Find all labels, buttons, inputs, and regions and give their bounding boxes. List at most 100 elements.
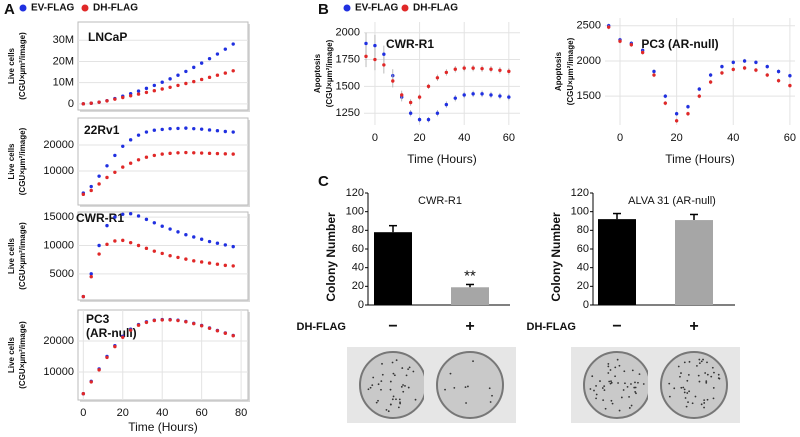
y-tick-label: 100 bbox=[571, 206, 589, 218]
data-point bbox=[136, 133, 141, 137]
data-point bbox=[144, 246, 149, 251]
colony-dot bbox=[713, 371, 715, 374]
data-point bbox=[136, 323, 141, 327]
colony-dot bbox=[705, 380, 708, 383]
bar bbox=[451, 287, 489, 305]
data-point bbox=[207, 128, 212, 132]
colony-dot bbox=[698, 362, 701, 364]
data-point bbox=[417, 95, 422, 99]
category-label: − bbox=[612, 318, 621, 335]
dish bbox=[583, 351, 651, 419]
data-point bbox=[417, 117, 422, 122]
colony-dot bbox=[614, 375, 616, 378]
colony-dot bbox=[680, 386, 683, 389]
category-label: + bbox=[465, 318, 474, 335]
colony-dot bbox=[697, 374, 700, 377]
y-tick-label: 10000 bbox=[43, 165, 74, 177]
chart-title: 22Rv1 bbox=[84, 123, 120, 137]
colony-dot bbox=[369, 386, 372, 389]
y-tick-label: 5000 bbox=[50, 268, 74, 280]
data-point bbox=[81, 392, 86, 396]
data-point bbox=[471, 66, 475, 70]
data-point bbox=[168, 151, 172, 156]
data-point bbox=[489, 67, 493, 71]
y-tick-label: 1500 bbox=[577, 90, 601, 102]
chart-title: CWR-R1 bbox=[418, 195, 462, 207]
x-tick-label: 0 bbox=[372, 132, 378, 144]
colony-dot bbox=[620, 396, 623, 399]
plot-frame bbox=[77, 117, 249, 206]
data-point bbox=[373, 57, 377, 62]
y-axis-label: Colony Number bbox=[549, 212, 563, 302]
data-point bbox=[382, 52, 386, 56]
colony-dot bbox=[389, 388, 392, 391]
data-point bbox=[144, 90, 149, 95]
chart-title: CWR-R1 bbox=[76, 211, 124, 225]
data-point bbox=[136, 214, 141, 218]
data-point bbox=[462, 93, 466, 97]
colony-dot bbox=[401, 367, 404, 369]
data-point bbox=[144, 130, 149, 134]
data-point bbox=[788, 83, 792, 88]
data-point bbox=[160, 251, 164, 256]
colony-dot bbox=[372, 376, 375, 379]
colony-dot bbox=[635, 392, 637, 395]
data-point bbox=[223, 71, 228, 75]
colony-dot bbox=[683, 361, 686, 364]
colony-dot bbox=[407, 368, 410, 371]
data-point bbox=[207, 326, 212, 330]
colony-dot bbox=[680, 372, 682, 374]
data-point bbox=[160, 224, 164, 228]
data-point bbox=[453, 67, 457, 71]
legend-marker bbox=[19, 4, 27, 12]
data-point bbox=[184, 126, 188, 130]
colony-dot bbox=[601, 387, 604, 389]
data-point bbox=[105, 164, 109, 168]
colony-dot bbox=[589, 388, 592, 390]
y-tick-label: 1250 bbox=[336, 107, 360, 119]
y-axis-label: Colony Number bbox=[324, 212, 338, 302]
data-point bbox=[231, 244, 235, 249]
data-point bbox=[97, 252, 101, 256]
colony-dot bbox=[684, 397, 687, 399]
y-axis-label: (CGU×µm²/image) bbox=[566, 37, 575, 105]
data-point bbox=[105, 175, 109, 180]
y-axis-label: Apoptosis bbox=[313, 53, 322, 93]
data-point bbox=[121, 238, 125, 243]
data-point bbox=[192, 259, 196, 263]
data-point bbox=[152, 153, 157, 158]
legend-label: DH-FLAG bbox=[413, 3, 458, 14]
data-point bbox=[89, 380, 93, 384]
y-tick-label: 100 bbox=[346, 206, 364, 218]
data-point bbox=[223, 331, 228, 335]
data-point bbox=[382, 63, 386, 67]
y-tick-label: 80 bbox=[577, 224, 589, 236]
y-tick-label: 30M bbox=[53, 34, 74, 46]
data-point bbox=[168, 126, 172, 131]
colony-dot bbox=[682, 386, 685, 389]
data-point bbox=[176, 151, 180, 155]
y-axis-label: Apoptosis bbox=[554, 51, 563, 91]
x-axis-label: DH-FLAG bbox=[527, 321, 577, 333]
chart-title: ALVA 31 (AR-null) bbox=[628, 195, 716, 207]
data-point bbox=[731, 60, 735, 65]
colony-dot bbox=[381, 362, 383, 365]
colony-dot bbox=[706, 361, 708, 364]
data-point bbox=[113, 97, 117, 101]
colony-dot bbox=[391, 361, 394, 364]
data-point bbox=[373, 43, 377, 48]
y-axis-label: (CGU×µm²/image) bbox=[18, 32, 27, 100]
colony-dot bbox=[399, 402, 402, 405]
data-point bbox=[152, 318, 157, 323]
colony-dot bbox=[624, 382, 626, 385]
y-tick-label: 120 bbox=[571, 187, 589, 199]
colony-dot bbox=[710, 375, 713, 378]
data-point bbox=[121, 212, 125, 216]
data-point bbox=[215, 129, 220, 133]
chart-title: (AR-null) bbox=[86, 326, 137, 340]
colony-dot bbox=[397, 406, 400, 409]
data-point bbox=[128, 240, 133, 245]
colony-dot bbox=[706, 373, 709, 376]
colony-dot bbox=[603, 385, 606, 388]
data-point bbox=[231, 264, 235, 268]
